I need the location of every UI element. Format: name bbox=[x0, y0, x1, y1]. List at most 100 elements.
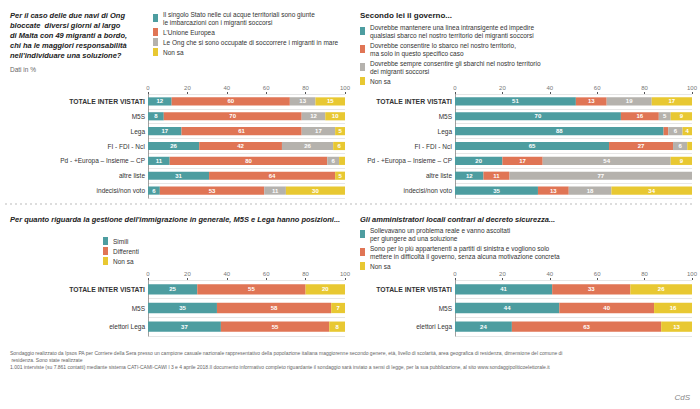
svg-text:Simili: Simili bbox=[113, 238, 129, 245]
svg-text:27: 27 bbox=[638, 143, 645, 149]
svg-text:0: 0 bbox=[146, 271, 150, 277]
svg-text:mettere in difficoltà il gover: mettere in difficoltà il governo, senza … bbox=[370, 253, 560, 261]
svg-text:80: 80 bbox=[302, 85, 309, 91]
svg-text:Gli amministratori locali cont: Gli amministratori locali contrari al de… bbox=[360, 215, 555, 224]
svg-text:4: 4 bbox=[686, 128, 690, 134]
svg-text:per giungere ad una soluzione: per giungere ad una soluzione bbox=[370, 235, 458, 243]
svg-text:13: 13 bbox=[673, 324, 680, 330]
svg-text:61: 61 bbox=[238, 128, 245, 134]
svg-text:9: 9 bbox=[680, 113, 684, 119]
svg-text:40: 40 bbox=[603, 305, 610, 311]
svg-text:7: 7 bbox=[336, 305, 340, 311]
svg-text:indecisi/non voto: indecisi/non voto bbox=[97, 187, 146, 194]
svg-text:Lega: Lega bbox=[438, 128, 453, 136]
svg-text:24: 24 bbox=[480, 324, 487, 330]
svg-text:19: 19 bbox=[626, 98, 633, 104]
svg-text:20: 20 bbox=[184, 85, 191, 91]
svg-text:di Malta con 49 migranti a bor: di Malta con 49 migranti a bordo, bbox=[10, 31, 127, 40]
svg-text:TOTALE INTER VISTATI: TOTALE INTER VISTATI bbox=[69, 286, 145, 293]
svg-text:25: 25 bbox=[169, 286, 176, 292]
svg-text:20: 20 bbox=[499, 271, 506, 277]
svg-text:70: 70 bbox=[229, 113, 236, 119]
svg-text:dei migranti soccorsi: dei migranti soccorsi bbox=[370, 68, 429, 76]
svg-text:1.001 interviste (su 7.861 con: 1.001 interviste (su 7.861 contatti) med… bbox=[10, 364, 550, 370]
svg-text:44: 44 bbox=[504, 305, 511, 311]
svg-text:58: 58 bbox=[271, 305, 278, 311]
svg-text:0: 0 bbox=[453, 85, 457, 91]
svg-text:Dati in %: Dati in % bbox=[10, 66, 36, 73]
svg-text:41: 41 bbox=[500, 286, 507, 292]
svg-text:20: 20 bbox=[475, 158, 482, 164]
svg-text:17: 17 bbox=[315, 128, 322, 134]
svg-text:Dovrebbe consentire lo sbarco: Dovrebbe consentire lo sbarco nel nostro… bbox=[370, 42, 516, 49]
svg-text:Non sa: Non sa bbox=[370, 263, 391, 270]
svg-text:Non sa: Non sa bbox=[163, 49, 184, 56]
svg-text:31: 31 bbox=[175, 173, 182, 179]
svg-text:16: 16 bbox=[637, 113, 644, 119]
svg-text:11: 11 bbox=[493, 173, 500, 179]
svg-text:12: 12 bbox=[156, 98, 163, 104]
svg-text:17: 17 bbox=[519, 158, 526, 164]
svg-text:12: 12 bbox=[310, 113, 317, 119]
svg-text:indecisi/non voto: indecisi/non voto bbox=[404, 187, 453, 194]
svg-text:16: 16 bbox=[670, 305, 677, 311]
svg-text:bloccate diversi giorni al la: bloccate diversi giorni al largo bbox=[10, 21, 121, 30]
svg-text:altre liste: altre liste bbox=[426, 172, 452, 179]
svg-text:88: 88 bbox=[556, 128, 563, 134]
svg-text:13: 13 bbox=[550, 188, 557, 194]
svg-text:Il singolo Stato nelle cui acq: Il singolo Stato nelle cui acque territo… bbox=[163, 11, 315, 19]
svg-text:60: 60 bbox=[594, 85, 601, 91]
svg-text:M5S: M5S bbox=[132, 305, 146, 312]
svg-text:8: 8 bbox=[335, 324, 339, 330]
svg-text:60: 60 bbox=[594, 271, 601, 277]
svg-text:TOTALE INTER VISTATI: TOTALE INTER VISTATI bbox=[376, 98, 452, 105]
svg-text:qualsiasi sbarco nel nostro te: qualsiasi sbarco nel nostro territorio d… bbox=[370, 32, 534, 40]
svg-text:34: 34 bbox=[648, 188, 655, 194]
svg-text:37: 37 bbox=[181, 324, 188, 330]
svg-text:40: 40 bbox=[223, 271, 230, 277]
svg-text:chi ha le maggiori responsabil: chi ha le maggiori responsabilità bbox=[10, 41, 127, 50]
svg-text:13: 13 bbox=[299, 98, 306, 104]
svg-text:FI - FDI - NcI: FI - FDI - NcI bbox=[414, 143, 452, 150]
svg-text:26: 26 bbox=[170, 143, 177, 149]
svg-text:L'Unione Europea: L'Unione Europea bbox=[163, 29, 215, 37]
svg-text:M5S: M5S bbox=[439, 113, 453, 120]
svg-text:5: 5 bbox=[338, 128, 342, 134]
svg-text:6: 6 bbox=[152, 188, 156, 194]
svg-text:Differenti: Differenti bbox=[113, 248, 139, 255]
svg-text:Pd - +Europa – Insieme – CP: Pd - +Europa – Insieme – CP bbox=[60, 157, 145, 165]
svg-text:55: 55 bbox=[272, 324, 279, 330]
svg-text:40: 40 bbox=[546, 271, 553, 277]
svg-text:altre liste: altre liste bbox=[119, 172, 145, 179]
svg-text:60: 60 bbox=[227, 98, 234, 104]
svg-text:35: 35 bbox=[493, 188, 500, 194]
svg-text:elettori Lega: elettori Lega bbox=[416, 323, 452, 331]
svg-text:Dovrebbe mantenere una linea i: Dovrebbe mantenere una linea intransigen… bbox=[370, 24, 534, 32]
svg-text:77: 77 bbox=[597, 173, 604, 179]
svg-text:6: 6 bbox=[674, 128, 678, 134]
svg-text:Non sa: Non sa bbox=[113, 258, 134, 265]
svg-text:54: 54 bbox=[603, 158, 610, 164]
svg-text:Non sa: Non sa bbox=[370, 78, 391, 85]
svg-text:11: 11 bbox=[272, 188, 279, 194]
svg-text:15: 15 bbox=[327, 98, 334, 104]
svg-text:70: 70 bbox=[535, 113, 542, 119]
svg-text:TOTALE INTER VISTATI: TOTALE INTER VISTATI bbox=[69, 98, 145, 105]
svg-text:ma solo in questo specifico ca: ma solo in questo specifico caso bbox=[370, 50, 464, 58]
svg-text:5: 5 bbox=[663, 113, 667, 119]
svg-text:12: 12 bbox=[466, 173, 473, 179]
svg-text:20: 20 bbox=[184, 271, 191, 277]
svg-text:FI - FDI - NcI: FI - FDI - NcI bbox=[107, 143, 145, 150]
svg-text:13: 13 bbox=[588, 98, 595, 104]
svg-text:51: 51 bbox=[512, 98, 519, 104]
svg-text:80: 80 bbox=[302, 271, 309, 277]
svg-text:Sono per lo più appartenenti a: Sono per lo più appartenenti a partiti d… bbox=[370, 245, 550, 253]
svg-text:6: 6 bbox=[337, 143, 341, 149]
svg-text:le imbarcazioni con i migranti: le imbarcazioni con i migranti soccorsi bbox=[163, 19, 272, 27]
svg-text:30: 30 bbox=[312, 188, 319, 194]
svg-text:100: 100 bbox=[687, 85, 698, 91]
svg-text:M5S: M5S bbox=[132, 113, 146, 120]
svg-text:60: 60 bbox=[263, 85, 270, 91]
svg-text:6: 6 bbox=[678, 143, 682, 149]
svg-text:20: 20 bbox=[322, 286, 329, 292]
